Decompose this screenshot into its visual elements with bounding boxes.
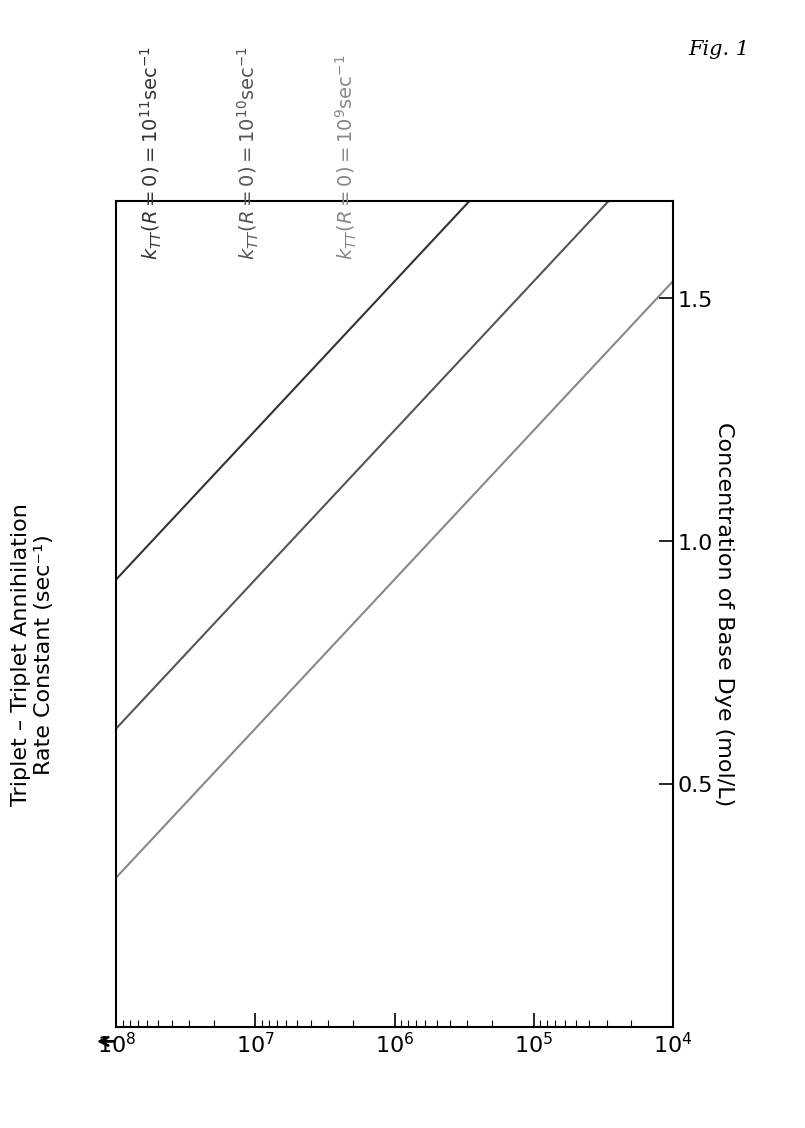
Y-axis label: Concentration of Base Dye (mol/L): Concentration of Base Dye (mol/L) bbox=[714, 422, 733, 807]
Text: $k_{TT}(R=0)=10^{9}$sec$^{-1}$: $k_{TT}(R=0)=10^{9}$sec$^{-1}$ bbox=[333, 54, 358, 259]
Text: Triplet – Triplet Annihilation
Rate Constant (sec⁻¹): Triplet – Triplet Annihilation Rate Cons… bbox=[10, 503, 54, 805]
Text: $k_{TT}(R=0)=10^{11}$sec$^{-1}$: $k_{TT}(R=0)=10^{11}$sec$^{-1}$ bbox=[138, 46, 163, 259]
Text: $k_{TT}(R=0)=10^{10}$sec$^{-1}$: $k_{TT}(R=0)=10^{10}$sec$^{-1}$ bbox=[236, 46, 261, 259]
Text: Fig. 1: Fig. 1 bbox=[687, 39, 749, 59]
